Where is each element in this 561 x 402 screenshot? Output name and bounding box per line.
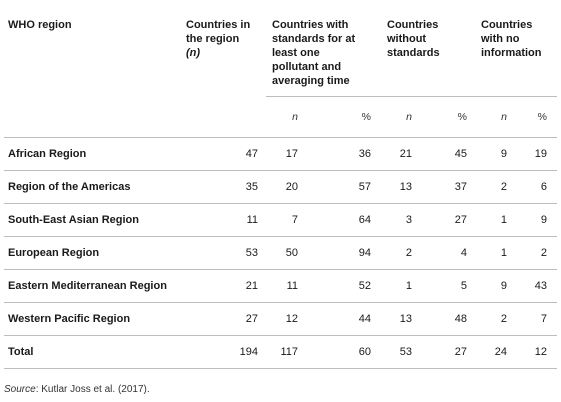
cell-std-n: 50	[266, 236, 310, 270]
table-row: Region of the Americas 35 20 57 13 37 2 6	[4, 170, 557, 204]
cell-ni-n: 2	[473, 302, 515, 336]
cell-countries: 47	[186, 137, 266, 171]
cell-ni-n: 2	[473, 170, 515, 204]
header-countries-line2: the region	[186, 33, 240, 45]
cell-ni-pct: 9	[515, 203, 557, 237]
cell-wo-pct: 45	[422, 137, 473, 171]
subheader-empty-countries	[186, 96, 266, 138]
cell-countries: 21	[186, 269, 266, 303]
cell-countries: 35	[186, 170, 266, 204]
cell-countries: 27	[186, 302, 266, 336]
cell-std-pct: 52	[310, 269, 379, 303]
cell-region: African Region	[4, 137, 186, 171]
subheader-wo-pct: %	[422, 96, 473, 138]
cell-std-n: 12	[266, 302, 310, 336]
subheader-wo-n: n	[379, 96, 422, 138]
header-countries-no-information: Countries with no information	[473, 5, 557, 97]
header-standards-text: Countries with standards for at least on…	[272, 19, 356, 87]
cell-region: Region of the Americas	[4, 170, 186, 204]
cell-std-pct: 94	[310, 236, 379, 270]
cell-wo-n: 21	[379, 137, 422, 171]
cell-ni-pct: 43	[515, 269, 557, 303]
cell-wo-n: 1	[379, 269, 422, 303]
table-row: European Region 53 50 94 2 4 1 2	[4, 236, 557, 270]
cell-region: South-East Asian Region	[4, 203, 186, 237]
source-label: Source	[4, 384, 36, 395]
source-note: Source: Kutlar Joss et al. (2017).	[4, 384, 150, 395]
header-no-info-text: Countries with no information	[481, 19, 542, 59]
cell-countries: 11	[186, 203, 266, 237]
standards-by-region-table: WHO region Countries in the region (n) C…	[4, 5, 557, 369]
table-row: South-East Asian Region 11 7 64 3 27 1 9	[4, 203, 557, 237]
who-region-table-container: WHO region Countries in the region (n) C…	[4, 5, 557, 369]
cell-countries: 53	[186, 236, 266, 270]
cell-std-pct: 36	[310, 137, 379, 171]
cell-region: Total	[4, 335, 186, 369]
header-countries-n: (n)	[186, 47, 201, 59]
cell-ni-n: 1	[473, 236, 515, 270]
cell-ni-n: 9	[473, 137, 515, 171]
cell-wo-pct: 4	[422, 236, 473, 270]
cell-wo-pct: 27	[422, 203, 473, 237]
table-total-row: Total 194 117 60 53 27 24 12	[4, 335, 557, 369]
cell-std-n: 20	[266, 170, 310, 204]
cell-std-n: 11	[266, 269, 310, 303]
cell-ni-pct: 6	[515, 170, 557, 204]
cell-wo-pct: 48	[422, 302, 473, 336]
subheader-std-n: n	[266, 96, 310, 138]
cell-std-pct: 60	[310, 335, 379, 369]
cell-region: Eastern Mediterranean Region	[4, 269, 186, 303]
cell-ni-pct: 12	[515, 335, 557, 369]
subheader-std-pct: %	[310, 96, 379, 138]
header-who-region: WHO region	[8, 19, 72, 31]
cell-wo-n: 3	[379, 203, 422, 237]
cell-ni-n: 9	[473, 269, 515, 303]
cell-wo-pct: 37	[422, 170, 473, 204]
cell-std-n: 17	[266, 137, 310, 171]
cell-wo-n: 2	[379, 236, 422, 270]
cell-ni-n: 1	[473, 203, 515, 237]
header-without-text: Countries without standards	[387, 19, 440, 59]
header-countries-line1: Countries in	[186, 19, 251, 31]
cell-ni-pct: 2	[515, 236, 557, 270]
cell-wo-n: 13	[379, 302, 422, 336]
cell-wo-pct: 27	[422, 335, 473, 369]
cell-std-pct: 44	[310, 302, 379, 336]
source-text: : Kutlar Joss et al. (2017).	[35, 384, 150, 395]
cell-region: European Region	[4, 236, 186, 270]
table-row: African Region 47 17 36 21 45 9 19	[4, 137, 557, 171]
subheader-empty-region	[4, 96, 186, 138]
cell-std-n: 117	[266, 335, 310, 369]
cell-region: Western Pacific Region	[4, 302, 186, 336]
cell-ni-pct: 19	[515, 137, 557, 171]
header-countries-in-region: Countries in the region (n)	[186, 5, 266, 97]
table-row: Western Pacific Region 27 12 44 13 48 2 7	[4, 302, 557, 336]
table-subheader-row: n % n % n %	[4, 96, 557, 138]
cell-wo-n: 13	[379, 170, 422, 204]
table-row: Eastern Mediterranean Region 21 11 52 1 5 9 43	[4, 269, 557, 303]
header-countries-without-standards: Countries without standards	[379, 5, 473, 97]
header-countries-with-standards: Countries with standards for at least on…	[266, 5, 379, 97]
subheader-ni-pct: %	[515, 96, 557, 138]
cell-wo-pct: 5	[422, 269, 473, 303]
cell-std-pct: 57	[310, 170, 379, 204]
cell-ni-n: 24	[473, 335, 515, 369]
subheader-ni-n: n	[473, 96, 515, 138]
cell-std-pct: 64	[310, 203, 379, 237]
cell-countries: 194	[186, 335, 266, 369]
table-header-row: WHO region Countries in the region (n) C…	[4, 5, 557, 97]
cell-std-n: 7	[266, 203, 310, 237]
cell-ni-pct: 7	[515, 302, 557, 336]
cell-wo-n: 53	[379, 335, 422, 369]
